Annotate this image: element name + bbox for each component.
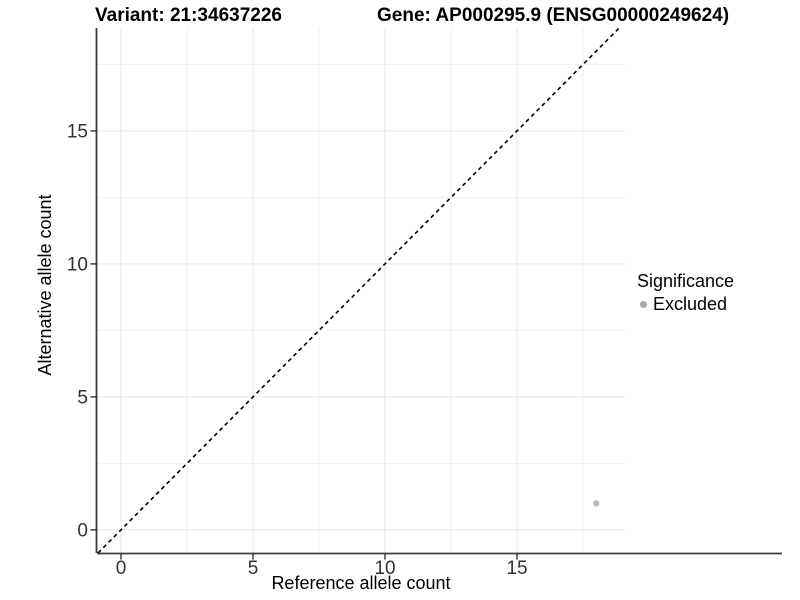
y-tick-label: 10 xyxy=(67,254,88,275)
y-tick-label: 5 xyxy=(77,387,88,408)
y-axis-title: Alternative allele count xyxy=(35,194,55,376)
legend-title: Significance xyxy=(637,271,735,291)
legend-key-dot-icon xyxy=(640,301,647,308)
legend-item-label: Excluded xyxy=(653,294,728,314)
x-tick-label: 10 xyxy=(374,558,395,579)
x-tick-label: 15 xyxy=(506,558,527,579)
identity-dashed-line xyxy=(97,27,620,554)
legend-item-excluded: Excluded xyxy=(640,294,734,315)
x-axis-title: Reference allele count xyxy=(271,573,451,593)
x-tick-label: 5 xyxy=(248,558,259,579)
plot-title-variant: Variant: 21:34637226 xyxy=(95,5,282,26)
legend: Significance Excluded xyxy=(637,271,734,315)
data-point xyxy=(593,500,600,507)
x-tick-label: 0 xyxy=(116,558,127,579)
y-tick-label: 15 xyxy=(67,121,88,142)
plot-title-gene: Gene: AP000295.9 (ENSG00000249624) xyxy=(377,5,730,26)
y-tick-label: 0 xyxy=(77,520,88,541)
